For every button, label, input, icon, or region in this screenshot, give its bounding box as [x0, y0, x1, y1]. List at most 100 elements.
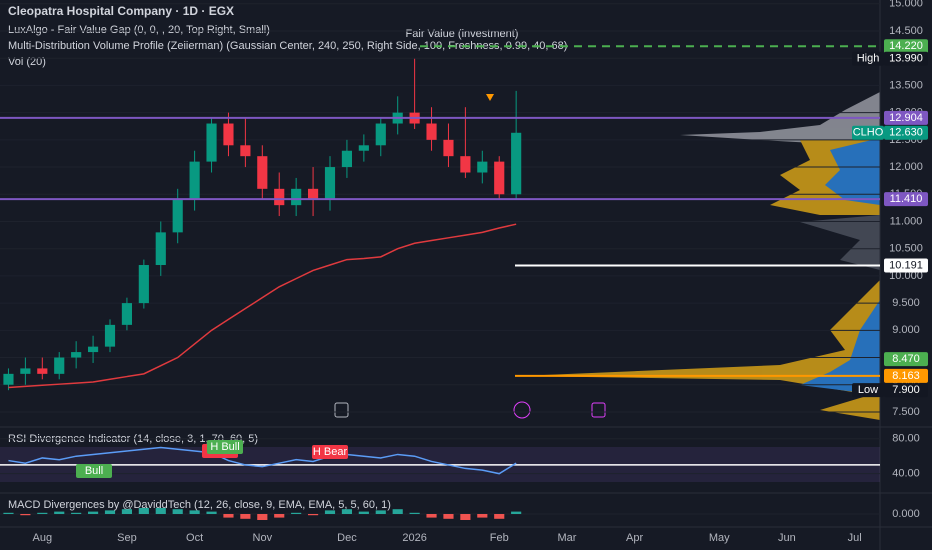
candle-body [511, 132, 522, 195]
divergence-label: H Bull [210, 441, 239, 453]
y-tick-label: 0.000 [892, 508, 920, 520]
x-tick-label: Aug [33, 532, 53, 544]
tag-badge [852, 383, 884, 398]
x-tick-label: May [709, 532, 730, 544]
histogram-bar [477, 514, 488, 518]
histogram-bar [511, 511, 522, 514]
marker [486, 94, 494, 101]
histogram-bar [121, 509, 132, 514]
histogram-bar [20, 514, 31, 516]
price-tag: High [857, 53, 880, 65]
x-tick-label: Feb [490, 532, 509, 544]
candle-body [155, 232, 166, 266]
histogram-bar [54, 511, 65, 514]
histogram-bar [274, 514, 285, 518]
histogram-bar [206, 511, 217, 514]
candle-body [104, 324, 116, 347]
event-icon [513, 401, 531, 419]
candle-body [291, 188, 302, 206]
candle-body [189, 161, 200, 200]
divergence-label: Bull [85, 465, 103, 477]
x-tick-label: Sep [117, 532, 137, 544]
price-label: 10.191 [889, 259, 923, 271]
candle-body [341, 150, 352, 168]
histogram-bar [392, 509, 403, 514]
candle-body [494, 161, 505, 195]
divergence-badge [76, 464, 112, 478]
divergence-badge [207, 440, 243, 454]
candle-body [460, 156, 471, 173]
histogram-bar [291, 512, 302, 514]
x-tick-label: Apr [626, 532, 643, 544]
candle-body [274, 188, 285, 206]
histogram-bar [426, 514, 437, 518]
histogram-bar [341, 509, 352, 514]
histogram-bar [88, 511, 99, 514]
histogram-bar [172, 509, 183, 514]
histogram-bar [460, 514, 471, 520]
candle-body [443, 139, 454, 157]
y-tick-label: 80.00 [892, 433, 920, 445]
price-badge [884, 192, 928, 207]
candle-body [54, 357, 65, 374]
candle-body [138, 265, 149, 304]
candle-body [37, 368, 48, 374]
x-tick-label: Mar [557, 532, 576, 544]
price-label: 8.470 [892, 353, 920, 365]
indicator-label: LuxAlgo - Fair Value Gap (0, 0, , 20, To… [8, 24, 270, 36]
candle-body [121, 303, 132, 325]
histogram-bar [3, 512, 14, 514]
candle-body [3, 373, 14, 385]
price-badge [884, 39, 928, 54]
candle-body [358, 145, 369, 151]
y-tick-label: 9.500 [892, 297, 920, 309]
price-label: 8.163 [892, 370, 920, 382]
price-badge [884, 368, 928, 383]
y-tick-label: 40.00 [892, 468, 920, 480]
histogram-bar [189, 510, 200, 514]
price-badge [884, 110, 928, 125]
histogram-bar [223, 514, 234, 518]
histogram-bar [324, 510, 336, 514]
candle-body [20, 368, 31, 374]
pane-title: MACD Divergences by @DaviddTech (12, 26,… [8, 499, 391, 511]
histogram-bar [71, 512, 82, 514]
histogram-bar [358, 511, 369, 514]
tag-badge [852, 51, 884, 66]
histogram-bar [104, 510, 116, 514]
candle-body [375, 123, 386, 146]
y-tick-label: 11.000 [890, 215, 923, 227]
rsi-line [8, 446, 517, 475]
candle-body [324, 167, 336, 200]
tag-badge [852, 125, 884, 140]
candle-body [172, 199, 183, 233]
price-label: 13.990 [889, 53, 923, 65]
y-tick-label: 10.000 [889, 270, 923, 282]
histogram-bar [443, 514, 454, 519]
histogram-bar [409, 512, 420, 514]
indicator-label: Vol (20) [8, 56, 46, 68]
price-badge [884, 258, 928, 273]
y-tick-label: 13.500 [889, 79, 923, 91]
candle-body [206, 123, 217, 162]
price-label: 12.904 [889, 112, 923, 124]
divergence-label: H Bear [313, 446, 348, 458]
histogram-bar [240, 514, 251, 519]
y-tick-label: 9.000 [892, 324, 920, 336]
histogram-bar [257, 514, 268, 520]
candle-body [71, 352, 82, 358]
candle-body [257, 156, 268, 189]
x-tick-label: Oct [186, 532, 203, 544]
candle-body [426, 123, 437, 140]
candle-body [240, 145, 251, 157]
x-tick-label: Jun [778, 532, 796, 544]
y-tick-label: 15.000 [889, 0, 923, 10]
price-badge [884, 383, 928, 398]
x-tick-label: Jul [848, 532, 862, 544]
candle-body [477, 161, 488, 173]
price-tag: Low [858, 384, 878, 396]
y-tick-label: 12.000 [889, 161, 923, 173]
